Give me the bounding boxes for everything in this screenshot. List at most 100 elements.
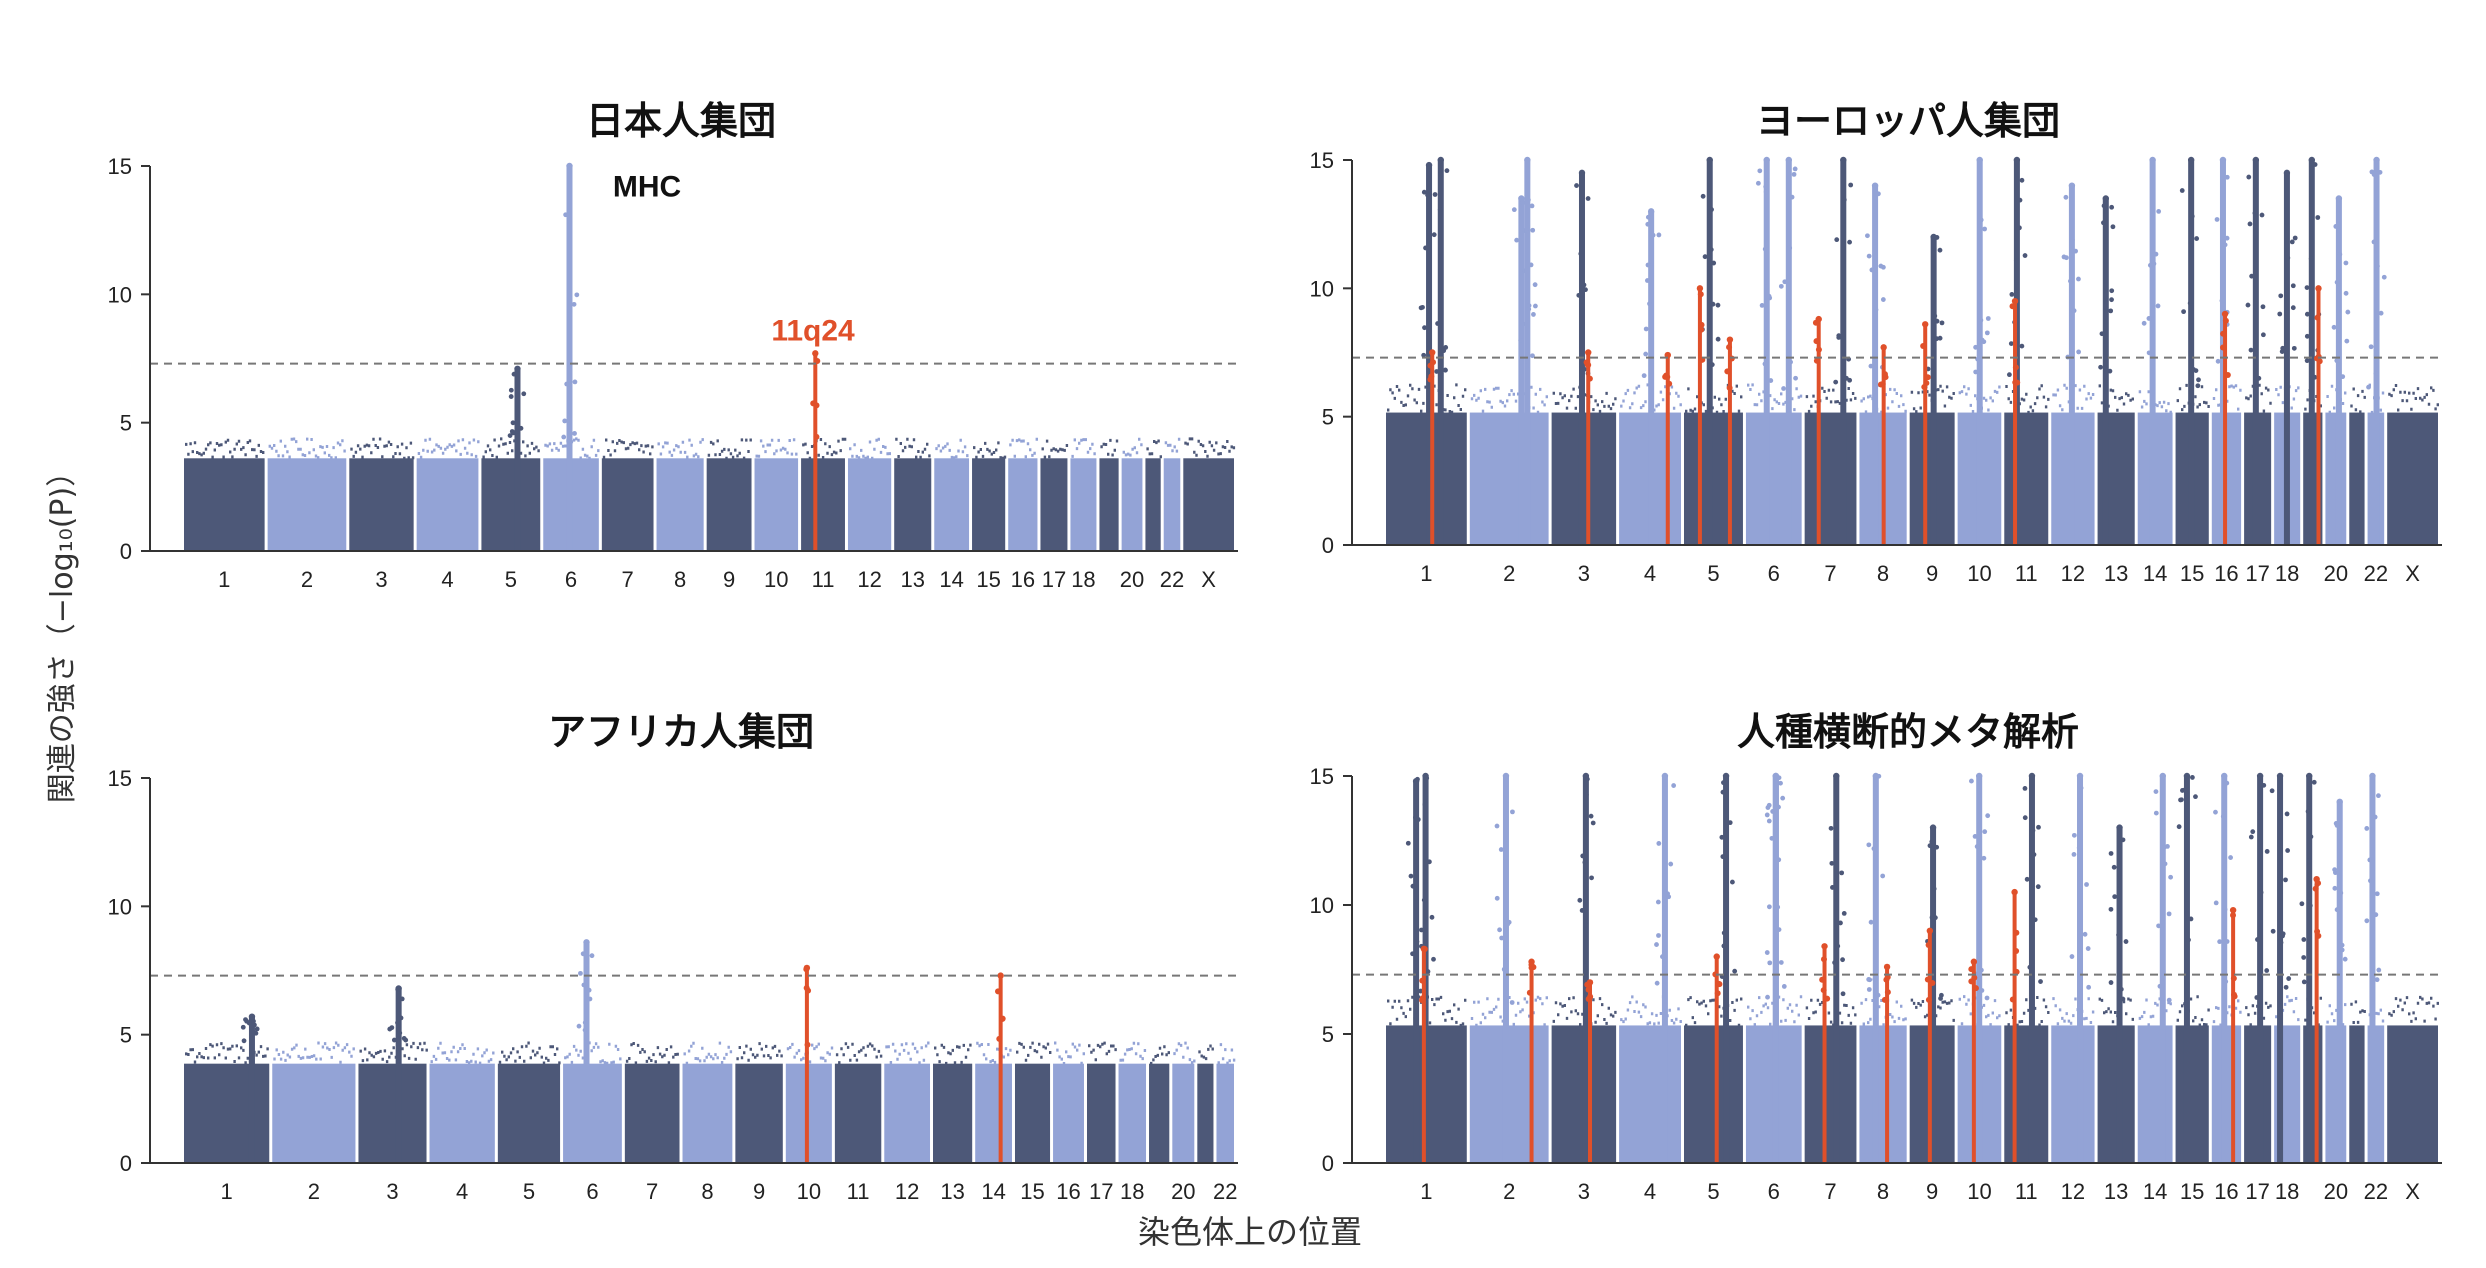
peak-bar bbox=[1923, 324, 1928, 545]
chromosome-points bbox=[1122, 437, 1143, 457]
chromosome-points bbox=[2326, 997, 2347, 1027]
peak-point bbox=[2077, 876, 2083, 881]
peak-point bbox=[1656, 232, 1662, 238]
peak-point bbox=[1730, 879, 1735, 885]
chromosome-points bbox=[1173, 1041, 1196, 1065]
x-tick-label: 13 bbox=[940, 1179, 964, 1204]
peak-point bbox=[1932, 313, 1938, 319]
peak-point bbox=[1533, 303, 1538, 309]
peak-point bbox=[2283, 169, 2291, 177]
chromosome-points bbox=[707, 438, 752, 460]
peak-point bbox=[1502, 772, 1510, 780]
peak-point bbox=[1770, 809, 1776, 814]
peak-point bbox=[1582, 860, 1588, 865]
peak-point bbox=[1848, 182, 1854, 188]
peak-point bbox=[1866, 987, 1872, 992]
peak-point bbox=[2315, 215, 2321, 220]
peak-point bbox=[1709, 362, 1715, 368]
chromosome-band bbox=[2387, 412, 2438, 545]
peak-point bbox=[2343, 290, 2349, 296]
peak-point bbox=[1929, 980, 1936, 987]
peak-point bbox=[1869, 267, 1875, 273]
peak-point bbox=[1841, 910, 1847, 916]
peak-point bbox=[1924, 374, 1931, 381]
peak-point bbox=[1528, 964, 1535, 971]
peak-point bbox=[1435, 321, 1440, 326]
peak-point bbox=[403, 1037, 409, 1043]
peak-point bbox=[1815, 346, 1822, 353]
peak-point bbox=[2109, 204, 2115, 210]
peak-point bbox=[1714, 990, 1721, 997]
peak-point bbox=[1973, 369, 1979, 375]
peak-point bbox=[1880, 344, 1887, 351]
peak-point bbox=[1813, 357, 1820, 364]
chromosome-points bbox=[1088, 1041, 1117, 1062]
peak-bar bbox=[395, 988, 402, 1163]
chromosome-points bbox=[657, 438, 704, 459]
peak-point bbox=[1429, 349, 1436, 356]
peak-point bbox=[1726, 344, 1733, 351]
peak-point bbox=[1643, 326, 1649, 332]
peak-point bbox=[1834, 237, 1840, 243]
chromosome-points bbox=[1146, 439, 1162, 459]
peak-point bbox=[1425, 192, 1430, 198]
peak-point bbox=[252, 1022, 257, 1028]
y-tick-label: 5 bbox=[120, 1023, 132, 1048]
peak-point bbox=[1982, 829, 1988, 835]
chromosome-band bbox=[1070, 458, 1097, 551]
peak-point bbox=[1574, 183, 1579, 188]
peak-bar bbox=[1727, 339, 1732, 545]
peak-point bbox=[2308, 156, 2315, 164]
peak-point bbox=[2022, 786, 2028, 791]
peak-point bbox=[1583, 359, 1590, 366]
peak-point bbox=[2009, 292, 2015, 297]
peak-point bbox=[2180, 788, 2185, 793]
peak-point bbox=[2028, 772, 2036, 780]
peak-point bbox=[2217, 939, 2223, 945]
peak-point bbox=[1418, 988, 1424, 994]
peak-point bbox=[2368, 344, 2374, 350]
peak-point bbox=[243, 1017, 248, 1023]
peak-point bbox=[2149, 156, 2156, 164]
peak-point bbox=[1666, 380, 1673, 387]
x-tick-label: 4 bbox=[1644, 1179, 1656, 1204]
x-tick-label: 20 bbox=[1120, 567, 1144, 592]
chromosome-points bbox=[268, 437, 346, 460]
peak-point bbox=[2280, 931, 2286, 937]
chromosome-band bbox=[563, 1063, 622, 1163]
peak-point bbox=[2334, 907, 2340, 913]
peak-point bbox=[1939, 320, 1945, 326]
peak-bar bbox=[1785, 160, 1792, 545]
x-tick-label: 6 bbox=[586, 1179, 598, 1204]
peak-bar bbox=[2159, 776, 2166, 1163]
panel-title: 人種横断的メタ解析 bbox=[1737, 710, 2079, 754]
peak-point bbox=[1868, 363, 1874, 369]
peak-bar bbox=[1930, 827, 1937, 1163]
peak-point bbox=[1698, 326, 1705, 333]
peak-point bbox=[1882, 374, 1889, 381]
x-tick-label: 17 bbox=[2245, 1179, 2269, 1204]
peak-point bbox=[586, 987, 592, 993]
peak-point bbox=[399, 996, 405, 1002]
peak-point bbox=[1671, 783, 1677, 788]
peak-point bbox=[2069, 954, 2075, 959]
peak-bar bbox=[1971, 961, 1976, 1163]
peak-point bbox=[2311, 779, 2317, 785]
peak-point bbox=[997, 972, 1004, 979]
peak-point bbox=[582, 1027, 588, 1033]
peak-point bbox=[2141, 320, 2147, 326]
peak-point bbox=[2123, 939, 2129, 944]
peak-point bbox=[2110, 224, 2116, 230]
peak-bar bbox=[1772, 776, 1779, 1163]
peak-point bbox=[2270, 928, 2276, 934]
peak-point bbox=[1968, 966, 1975, 973]
peak-point bbox=[2063, 194, 2069, 200]
peak-point bbox=[2069, 237, 2075, 243]
chromosome-points bbox=[885, 1041, 930, 1065]
peak-point bbox=[1523, 227, 1529, 233]
peak-point bbox=[1668, 861, 1674, 867]
chromosome-points bbox=[1470, 995, 1548, 1027]
peak-point bbox=[2176, 824, 2182, 830]
peak-point bbox=[2301, 979, 2307, 985]
